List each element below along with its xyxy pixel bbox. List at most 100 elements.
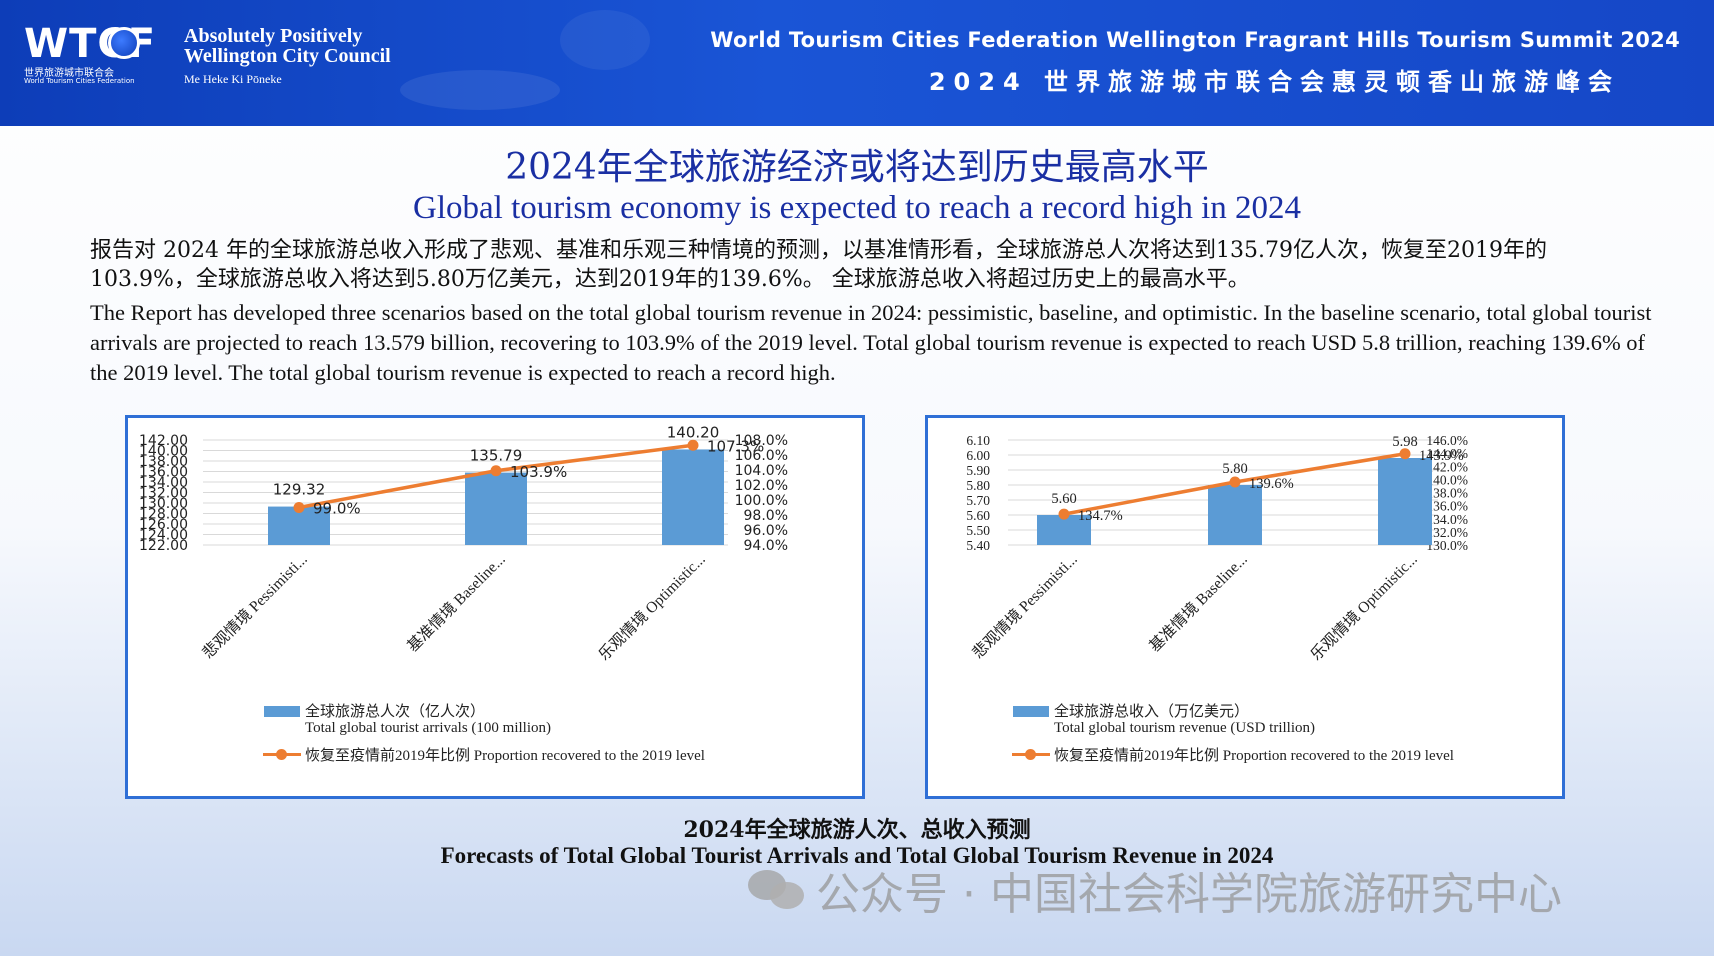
bar (1208, 485, 1262, 545)
y2-tick-label: 98.0% (744, 508, 788, 524)
council-line3: Me Heke Ki Pōneke (184, 72, 282, 86)
y2-tick-label: 138.0% (1426, 486, 1468, 501)
figure-caption-zh: 2024年全球旅游人次、总收入预测 (683, 817, 1031, 843)
bar-data-label: 5.80 (1222, 461, 1247, 477)
line-point (1399, 448, 1411, 460)
category-label: 乐观情境 Optimistic... (1306, 549, 1421, 664)
legend-bar-swatch (264, 706, 300, 717)
legend-bar-swatch (1013, 706, 1049, 717)
page-title-zh: 2024年全球旅游经济或将达到历史最高水平 (505, 147, 1209, 188)
wellington-council-logo: Absolutely Positively Wellington City Co… (184, 26, 391, 87)
category-label: 基准情境 Baseline... (1145, 549, 1251, 655)
y-tick-label: 142.00 (139, 433, 188, 449)
category-label: 悲观情境 Pessimisti... (968, 549, 1081, 662)
page-title-en: Global tourism economy is expected to re… (413, 190, 1301, 226)
y2-tick-label: 94.0% (744, 538, 788, 554)
y-tick-label: 136.00 (139, 465, 188, 481)
legend-bar-label-zh: 全球旅游总收入（万亿美元） (1054, 704, 1250, 720)
y-tick-label: 126.00 (139, 517, 188, 533)
y2-tick-label: 146.0% (1426, 433, 1468, 448)
bar (1378, 458, 1432, 545)
legend-line-label: 恢复至疫情前2019年比例 Proportion recovered to th… (305, 748, 705, 764)
arrivals-chart: 122.00124.00126.00128.00130.00132.00134.… (139, 423, 788, 664)
y-tick-label: 138.00 (139, 454, 188, 470)
y-tick-label: 5.40 (966, 538, 990, 553)
y2-tick-label: 130.0% (1426, 538, 1468, 553)
y2-tick-label: 108.0% (735, 433, 788, 449)
line-point (1058, 508, 1070, 520)
wtcf-logo: WTCF 世界旅游城市联合会 World Tourism Cities Fede… (24, 22, 155, 85)
wechat-icon (748, 868, 806, 912)
y2-tick-label: 142.0% (1426, 459, 1468, 474)
y2-tick-label: 104.0% (735, 463, 788, 479)
legend-bar-label-zh: 全球旅游总人次（亿人次） (305, 704, 486, 720)
globe-icon (108, 27, 140, 59)
header-banner: WTCF 世界旅游城市联合会 World Tourism Cities Fede… (0, 0, 1714, 126)
y2-tick-label: 106.0% (735, 448, 788, 464)
body-text-en: The Report has developed three scenarios… (90, 300, 1652, 385)
bar-data-label: 5.98 (1392, 434, 1417, 450)
council-line1: Absolutely Positively (184, 25, 363, 47)
y2-tick-label: 132.0% (1426, 525, 1468, 540)
y2-tick-label: 96.0% (744, 523, 788, 539)
line-data-label: 107.3% (707, 437, 764, 455)
bar-data-label: 135.79 (470, 447, 523, 465)
summit-title-zh: 2024 世界旅游城市联合会惠灵顿香山旅游峰会 (928, 68, 1620, 96)
bar-data-label: 140.20 (667, 423, 720, 441)
watermark: 公众号 · 中国社会科学院旅游研究中心 (748, 858, 1562, 920)
bar (1037, 515, 1091, 545)
figure-caption-en: Forecasts of Total Global Tourist Arriva… (440, 843, 1274, 868)
y-tick-label: 128.00 (139, 507, 188, 523)
y-tick-label: 6.00 (966, 448, 990, 463)
y2-tick-label: 100.0% (735, 493, 788, 509)
y2-tick-label: 140.0% (1426, 472, 1468, 487)
legend-line-label: 恢复至疫情前2019年比例 Proportion recovered to th… (1054, 748, 1454, 764)
header-decoration (400, 70, 560, 110)
y-tick-label: 134.00 (139, 475, 188, 491)
line-data-label: 139.6% (1249, 476, 1294, 492)
bar (662, 449, 724, 545)
line-point (293, 502, 305, 513)
line-data-label: 134.7% (1078, 508, 1123, 524)
bar (465, 472, 527, 545)
category-label: 乐观情境 Optimistic... (594, 549, 709, 664)
line-data-label: 103.9% (510, 463, 567, 481)
y2-tick-label: 102.0% (735, 478, 788, 494)
body-text-zh: 报告对 2024 年的全球旅游总收入形成了悲观、基准和乐观三种情境的预测，以基准… (90, 238, 1547, 292)
line-point (490, 465, 502, 477)
y-tick-label: 5.80 (966, 478, 990, 493)
y-tick-label: 5.50 (966, 523, 990, 538)
revenue-chart-panel: 5.40 5.50 5.60 5.70 5.80 5.90 6.00 6.10 130.0% 13… (925, 415, 1565, 799)
line-point (1229, 476, 1241, 488)
legend-bar-label-en: Total global tourist arrivals (100 milli… (305, 720, 551, 736)
line-point (687, 439, 699, 451)
bar-data-label: 129.32 (273, 481, 326, 499)
revenue-chart: 5.405.505.605.705.805.906.006.10130.0%13… (966, 433, 1468, 664)
y-tick-label: 122.00 (139, 538, 188, 554)
bar-data-label: 5.60 (1051, 491, 1076, 507)
legend-line-marker (276, 749, 287, 760)
y-tick-label: 140.00 (139, 444, 188, 460)
y2-tick-label: 136.0% (1426, 499, 1468, 514)
watermark-text: 公众号 · 中国社会科学院旅游研究中心 (816, 869, 1562, 920)
legend-bar-label-en: Total global tourism revenue (USD trilli… (1054, 720, 1315, 736)
line-data-label: 99.0% (313, 500, 361, 518)
summit-title-en: World Tourism Cities Federation Wellingt… (710, 28, 1680, 52)
y-tick-label: 5.60 (966, 508, 990, 523)
line-data-label: 143.9% (1419, 448, 1464, 464)
category-label: 悲观情境 Pessimisti... (198, 549, 311, 662)
header-decoration (560, 10, 650, 70)
y-tick-label: 6.10 (966, 433, 990, 448)
wtcf-sub-en: World Tourism Cities Federation (24, 77, 135, 85)
y-tick-label: 132.00 (139, 486, 188, 502)
y-tick-label: 5.70 (966, 493, 990, 508)
y-tick-label: 130.00 (139, 496, 188, 512)
y-tick-label: 5.90 (966, 463, 990, 478)
council-line2: Wellington City Council (184, 45, 391, 67)
y2-tick-label: 144.0% (1426, 446, 1468, 461)
wtcf-sub-zh: 世界旅游城市联合会 (24, 68, 114, 79)
y2-tick-label: 134.0% (1426, 512, 1468, 527)
category-label: 基准情境 Baseline... (403, 549, 509, 655)
y-tick-label: 124.00 (139, 528, 188, 544)
arrivals-chart-panel: 122.00 124.00 126.00 128.00 130.00 132.00 134.… (125, 415, 865, 799)
